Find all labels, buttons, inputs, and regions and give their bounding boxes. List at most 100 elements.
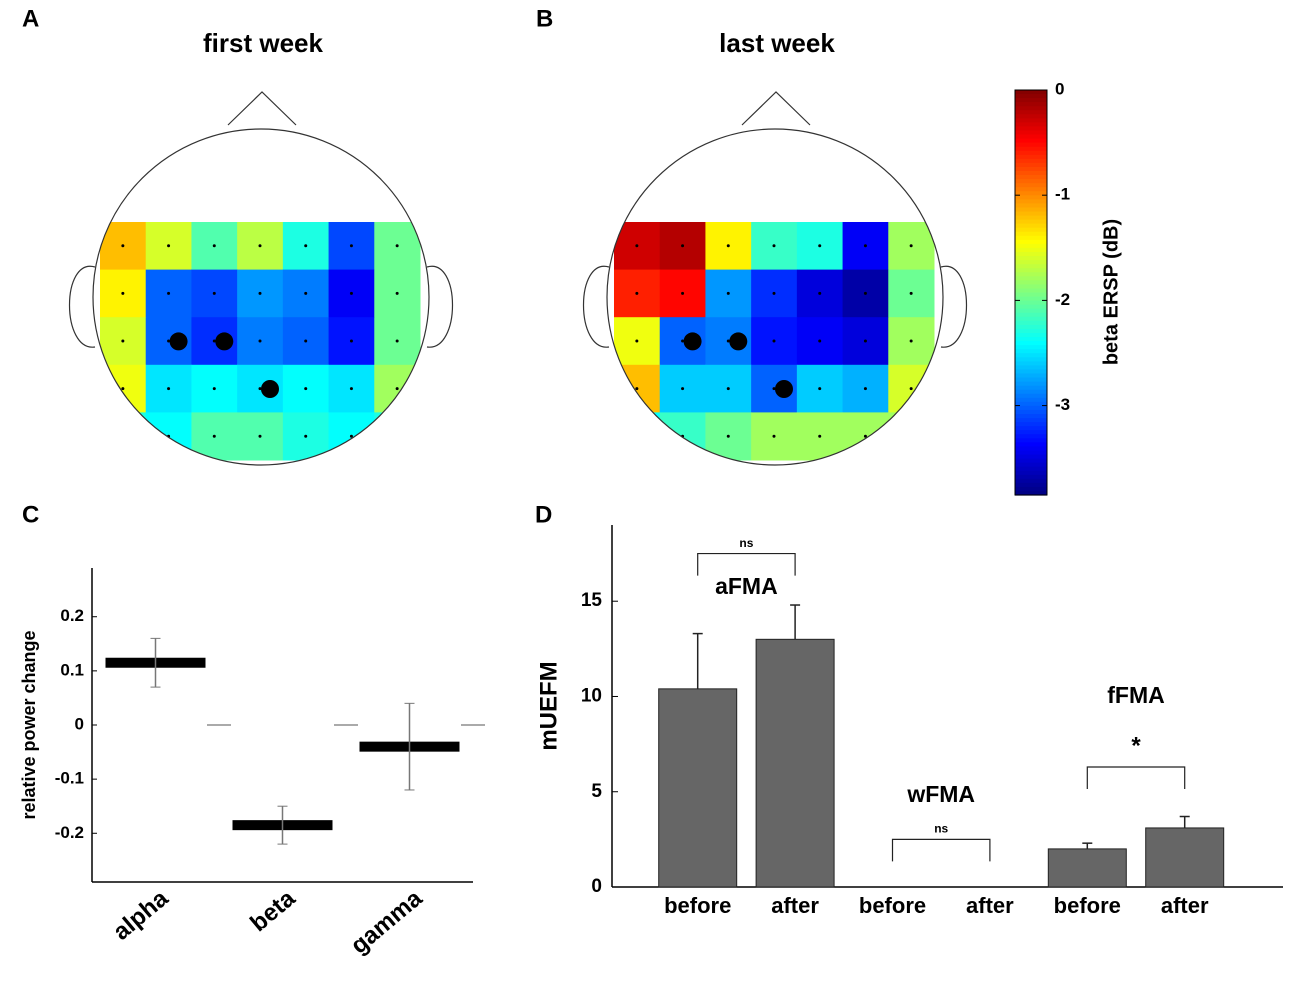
colorbar-step [1015, 369, 1047, 375]
head [606, 128, 944, 466]
colorbar-label: beta ERSP (dB) [1100, 219, 1122, 365]
colorbar-step [1015, 154, 1047, 160]
panel-label: B [536, 5, 553, 32]
colorbar-step [1015, 219, 1047, 225]
highlight-electrode [169, 332, 188, 351]
y-tick-label: 0.2 [60, 606, 84, 625]
colorbar-step [1015, 280, 1047, 285]
colorbar-step [1015, 320, 1047, 326]
electrode [349, 291, 353, 295]
ear [69, 265, 96, 348]
colorbar-step [1015, 171, 1047, 176]
bracket [1086, 766, 1186, 789]
bar [755, 638, 835, 888]
colorbar-step [1015, 353, 1047, 358]
electrode [635, 339, 639, 343]
ear [583, 265, 610, 348]
bracket-label: ns [934, 822, 948, 836]
electrode [818, 387, 822, 391]
x-tick-label: beta [245, 884, 301, 937]
group-label: aFMA [715, 573, 778, 599]
bar [658, 688, 738, 888]
colorbar-step [1015, 203, 1047, 209]
electrode [258, 244, 262, 248]
colorbar-step [1015, 345, 1047, 350]
electrode [909, 339, 913, 343]
highlight-electrode [729, 332, 748, 351]
electrode [772, 387, 776, 391]
electrode [635, 291, 639, 295]
electrode [349, 387, 353, 391]
colorbar-step [1015, 215, 1047, 221]
ear [426, 265, 453, 348]
map-title: last week [719, 28, 835, 58]
colorbar-step [1015, 191, 1047, 196]
electrode [349, 339, 353, 343]
y-tick-label: 0 [75, 714, 84, 733]
colorbar-step [1015, 389, 1047, 395]
electrode [726, 387, 730, 391]
colorbar-step [1015, 272, 1047, 277]
colorbar-step [1015, 462, 1047, 468]
highlight-electrode [775, 380, 793, 398]
colorbar-step [1015, 94, 1047, 99]
electrode [681, 387, 685, 391]
electrode [863, 244, 867, 248]
electrode [304, 434, 308, 438]
electrode [818, 434, 822, 438]
colorbar-tick-label: -2 [1055, 290, 1070, 309]
colorbar-step [1015, 328, 1047, 334]
colorbar-step [1015, 142, 1047, 148]
colorbar-step [1015, 304, 1047, 310]
colorbar-step [1015, 239, 1047, 245]
electrode [909, 434, 913, 438]
electrode [304, 339, 308, 343]
colorbar-step [1015, 260, 1047, 265]
y-tick-label: 10 [581, 685, 602, 706]
electrode [635, 244, 639, 248]
colorbar-step [1015, 409, 1047, 415]
electrode [726, 339, 730, 343]
colorbar-step [1015, 166, 1047, 172]
electrode [395, 339, 399, 343]
colorbar-step [1015, 138, 1047, 144]
electrode [681, 339, 685, 343]
colorbar-step [1015, 118, 1047, 123]
electrode [863, 339, 867, 343]
bracket [697, 552, 796, 576]
colorbar-step [1015, 110, 1047, 115]
map-title: first week [203, 28, 323, 58]
electrode [304, 387, 308, 391]
colorbar-step [1015, 102, 1047, 107]
colorbar-step [1015, 381, 1047, 387]
electrode [167, 291, 171, 295]
head [92, 128, 430, 466]
colorbar-step [1015, 434, 1047, 439]
colorbar-step [1015, 418, 1047, 423]
colorbar-step [1015, 365, 1047, 371]
panel-label: D [535, 501, 552, 528]
colorbar-frame [1014, 89, 1048, 496]
electrode [258, 434, 262, 438]
map-cell [374, 412, 421, 461]
colorbar-step [1015, 227, 1047, 233]
colorbar-step [1015, 341, 1047, 346]
electrode [635, 434, 639, 438]
colorbar-step [1015, 405, 1047, 411]
ear [940, 265, 967, 348]
colorbar-tick-label: -3 [1055, 395, 1070, 414]
map [100, 222, 421, 461]
colorbar-step [1015, 446, 1047, 452]
colorbar-step [1015, 276, 1047, 281]
colorbar-step [1015, 292, 1047, 298]
colorbar-step [1015, 414, 1047, 419]
x-tick-label: alpha [108, 884, 174, 945]
electrode [212, 387, 216, 391]
colorbar-step [1015, 474, 1047, 480]
electrode [909, 387, 913, 391]
colorbar-step [1015, 235, 1047, 241]
electrode [681, 291, 685, 295]
colorbar-step [1015, 401, 1047, 407]
colorbar-step [1015, 482, 1047, 488]
colorbar-step [1015, 199, 1047, 204]
